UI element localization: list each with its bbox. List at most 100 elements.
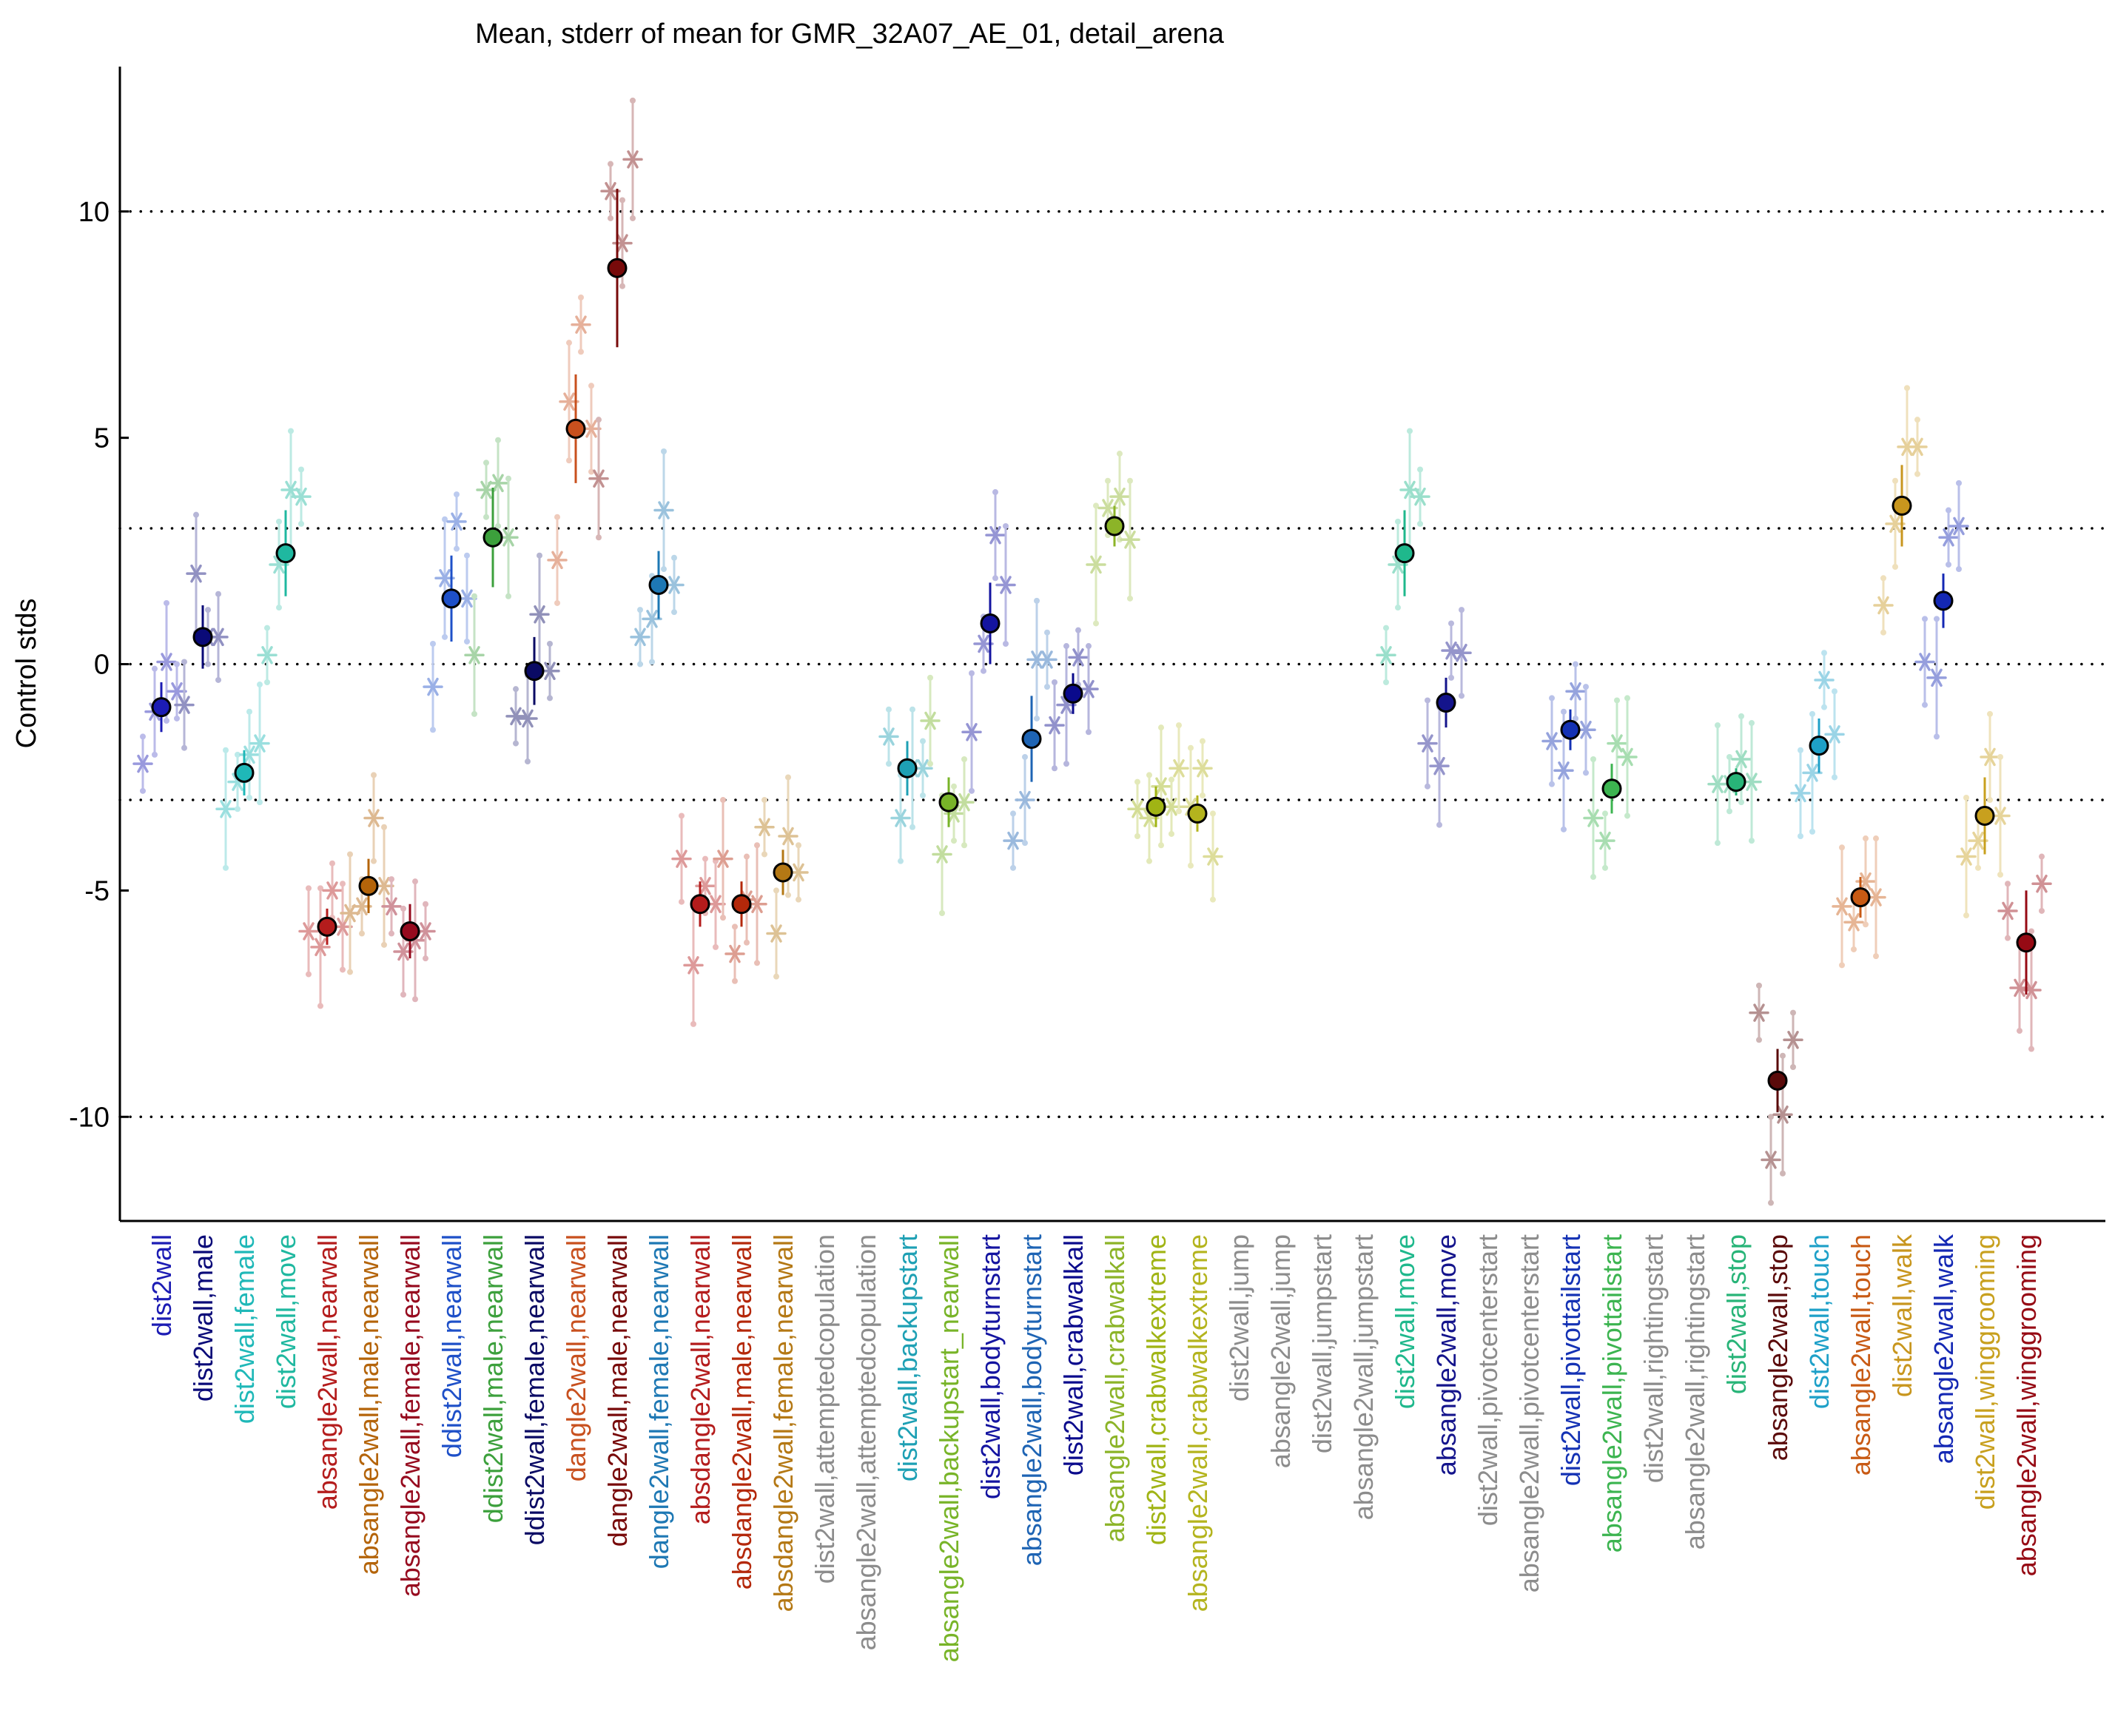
experiment-error-dot xyxy=(1022,753,1028,760)
experiment-marker-stroke xyxy=(1041,650,1053,669)
mean-marker xyxy=(1809,736,1829,756)
experiment-error-dot xyxy=(1063,761,1069,767)
experiment-marker-stroke xyxy=(522,709,534,728)
experiment-marker-stroke xyxy=(1611,734,1623,753)
experiment-error-dot xyxy=(1425,697,1430,704)
experiment-marker-stroke xyxy=(1558,761,1570,780)
experiment-error-dot xyxy=(773,887,779,894)
experiment-marker xyxy=(1783,1031,1803,1049)
experiment-error-dot xyxy=(1117,536,1123,543)
experiment-error-dot xyxy=(389,876,394,883)
experiment-marker-stroke xyxy=(295,487,307,506)
experiment-marker xyxy=(381,897,402,916)
experiment-marker xyxy=(1790,784,1811,803)
experiment-error-dot xyxy=(1880,629,1886,636)
mean-marker xyxy=(1892,495,1912,516)
experiment-marker xyxy=(630,628,650,647)
experiment-error-dot xyxy=(2028,1046,2034,1052)
experiment-marker xyxy=(1583,809,1604,827)
category-label: absangle2wall,pivotcenterstart xyxy=(1514,1234,1544,1592)
experiment-marker-stroke xyxy=(966,723,978,741)
experiment-marker xyxy=(766,924,787,943)
category-label: absangle2wall,pivottailstart xyxy=(1597,1234,1627,1552)
category-label: dist2wall,touch xyxy=(1804,1234,1835,1409)
experiment-marker-stroke xyxy=(1422,734,1433,753)
experiment-error-dot xyxy=(1922,702,1928,708)
experiment-marker-stroke xyxy=(1072,648,1084,667)
experiment-error-dot xyxy=(1169,776,1174,783)
error-bars xyxy=(160,189,2028,1113)
experiment-marker-stroke xyxy=(1877,596,1889,615)
experiment-error-dot xyxy=(720,915,726,921)
mean-marker xyxy=(648,574,669,595)
experiment-marker-stroke xyxy=(917,758,929,778)
category-label: absangle2wall,winggrooming xyxy=(2011,1234,2042,1576)
experiment-marker xyxy=(215,800,236,818)
experiment-error-dot xyxy=(2039,853,2045,860)
experiment-marker xyxy=(1832,897,1852,916)
experiment-error-dot xyxy=(1624,695,1630,702)
experiment-marker-stroke xyxy=(1404,480,1416,499)
experiment-marker xyxy=(1772,1105,1793,1124)
experiment-marker-stroke xyxy=(1090,555,1102,574)
experiment-error-dot xyxy=(1052,765,1058,772)
experiment-error-dot xyxy=(732,923,738,930)
mean-marker xyxy=(234,762,255,783)
experiment-error-dot xyxy=(381,941,387,948)
experiment-marker-stroke xyxy=(1007,831,1019,850)
experiment-marker-stroke xyxy=(1994,807,2006,825)
experiment-marker-stroke xyxy=(1197,758,1208,778)
experiment-marker-stroke xyxy=(1000,576,1012,594)
experiment-marker xyxy=(1441,641,1462,660)
experiment-marker xyxy=(363,809,384,827)
experiment-marker xyxy=(132,754,153,773)
experiment-marker xyxy=(1749,1003,1769,1022)
experiment-error-dot xyxy=(1549,781,1555,787)
experiment-error-dot xyxy=(276,605,282,611)
experiment-error-dot xyxy=(1975,864,1981,871)
experiment-marker-stroke xyxy=(1984,747,1996,767)
experiment-marker-stroke xyxy=(1587,809,1599,827)
experiment-marker xyxy=(547,551,568,570)
experiment-marker-stroke xyxy=(1735,750,1747,769)
experiment-error-dot xyxy=(317,885,323,892)
experiment-marker-stroke xyxy=(1580,720,1592,739)
experiment-marker xyxy=(1814,670,1835,690)
y-tick-label: -5 xyxy=(84,875,110,906)
experiment-error-dot xyxy=(264,679,270,685)
experiment-marker xyxy=(1127,800,1148,818)
experiment-marker-stroke xyxy=(687,956,699,975)
mean-marker xyxy=(1063,683,1083,704)
experiment-error-dot xyxy=(898,858,904,864)
experiment-error-dot xyxy=(1134,833,1140,839)
experiment-marker xyxy=(920,711,941,730)
experiment-error-dot xyxy=(1188,744,1194,751)
experiment-error-dot xyxy=(2005,881,2011,887)
experiment-error-dot xyxy=(951,783,957,790)
experiment-error-dot xyxy=(1200,738,1206,744)
experiment-marker xyxy=(1078,679,1099,699)
category-label: ddist2wall,nearwall xyxy=(437,1234,467,1458)
experiment-marker-stroke xyxy=(1889,514,1901,534)
experiment-marker-stroke xyxy=(502,528,514,547)
mean-marker xyxy=(980,613,1001,633)
experiment-error-dot xyxy=(205,607,211,613)
experiment-error-dot xyxy=(554,599,560,606)
experiment-error-dot xyxy=(1176,808,1182,815)
experiment-marker-stroke xyxy=(1795,784,1806,803)
experiment-marker xyxy=(464,646,485,665)
experiment-marker-stroke xyxy=(563,392,575,411)
y-tick-label: 0 xyxy=(94,650,110,681)
experiment-error-dot xyxy=(671,554,677,561)
experiment-error-dot xyxy=(430,727,436,733)
experiment-marker xyxy=(310,938,331,957)
experiment-error-dot xyxy=(1003,522,1009,529)
mean-marker xyxy=(1021,728,1042,749)
y-axis-title: Control stds xyxy=(11,599,42,749)
experiment-marker-stroke xyxy=(634,628,646,647)
experiment-error-dot xyxy=(215,591,221,597)
experiment-marker-stroke xyxy=(924,711,936,730)
experiment-error-dot xyxy=(1756,1037,1762,1043)
mean-marker xyxy=(1394,543,1415,564)
mean-marker xyxy=(1601,778,1622,799)
